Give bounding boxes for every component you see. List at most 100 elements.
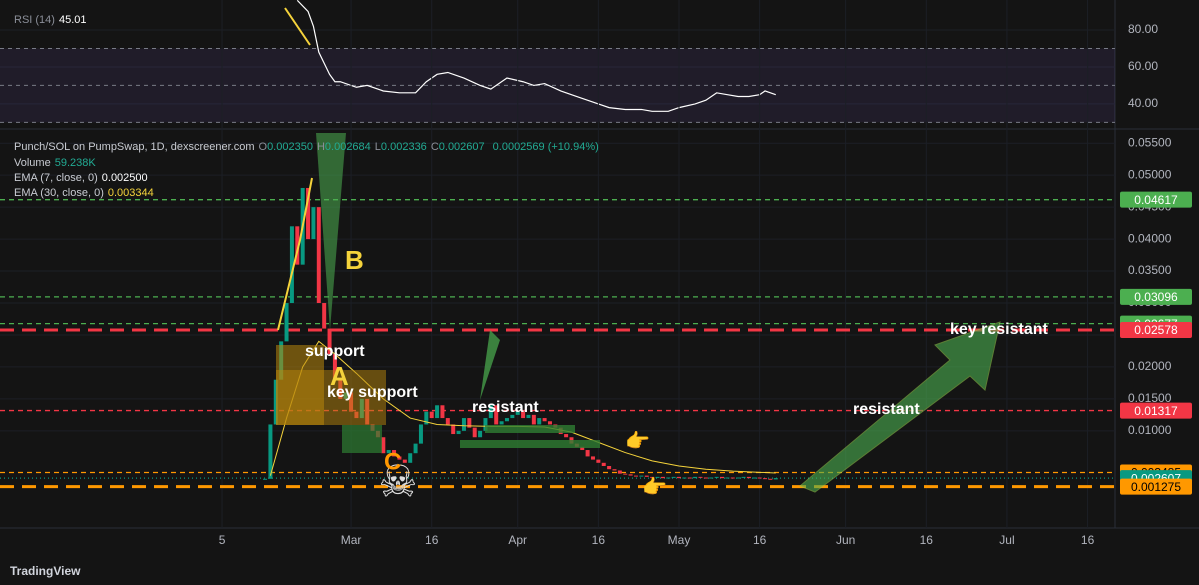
- ohlc: O0.002350 H0.002684 L0.002336 C0.002607: [259, 141, 489, 153]
- candle: [435, 405, 440, 419]
- candle: [424, 411, 429, 425]
- candle: [413, 443, 418, 454]
- annotation: resistant: [853, 401, 920, 418]
- x-tick-label: 16: [753, 533, 767, 547]
- ema-value: 0.002500: [101, 172, 148, 184]
- price-label-box: [1120, 402, 1192, 419]
- candle: [763, 478, 768, 480]
- y-tick-label: 0.01500: [1128, 391, 1172, 405]
- zone: [460, 440, 600, 448]
- price-label: 0.03096: [1134, 290, 1178, 304]
- ohlc-key: L: [374, 141, 381, 153]
- candle: [666, 477, 671, 479]
- candle: [580, 446, 585, 451]
- candle: [612, 469, 617, 471]
- candle: [687, 477, 692, 479]
- candle: [327, 328, 332, 355]
- candle: [472, 427, 477, 438]
- ohlc-value: 0.002336: [380, 141, 427, 153]
- y-tick-label: 0.01000: [1128, 423, 1172, 437]
- arrow-drawing: [799, 321, 1001, 493]
- y-tick-label: 0.05000: [1128, 167, 1172, 181]
- x-tick-label: 16: [592, 533, 606, 547]
- candle: [725, 477, 730, 479]
- annotation: A: [330, 361, 349, 391]
- hand-icon: 👉: [642, 475, 667, 498]
- symbol: Punch/SOL on PumpSwap, 1D, dexscreener.c…: [14, 141, 255, 153]
- candle: [633, 475, 638, 477]
- annotation: C: [384, 448, 401, 475]
- volume-value: 59.238K: [54, 157, 96, 169]
- candle: [478, 430, 483, 438]
- candle: [483, 418, 488, 431]
- candle: [316, 207, 321, 304]
- annotation: resistant: [472, 399, 539, 416]
- x-tick-label: Mar: [341, 533, 362, 547]
- candle: [515, 411, 520, 415]
- zone: [485, 425, 575, 433]
- candle: [526, 414, 531, 419]
- candle: [564, 434, 569, 438]
- candle: [510, 414, 515, 419]
- arrow-drawing: [316, 133, 346, 330]
- symbol-legend: Punch/SOL on PumpSwap, 1D, dexscreener.c…: [14, 141, 603, 153]
- volume-label: Volume: [14, 157, 51, 169]
- change: 0.0002569 (+10.94%): [492, 141, 599, 153]
- candle: [542, 418, 547, 422]
- candle: [752, 477, 757, 479]
- y-tick-label: 40.00: [1128, 96, 1158, 110]
- price-label: 0.04617: [1134, 193, 1178, 207]
- arrow-drawing: [480, 330, 500, 400]
- candle: [596, 459, 601, 463]
- y-tick-label: 60.00: [1128, 59, 1158, 73]
- annotation: key support: [327, 384, 418, 401]
- drawings: ☠ 👉 👉: [276, 7, 1001, 507]
- candle: [607, 466, 612, 470]
- x-tick-label: Jun: [836, 533, 855, 547]
- candle: [268, 424, 273, 479]
- price-label: 0.001275: [1131, 480, 1181, 494]
- trend-line: [277, 177, 313, 331]
- candle: [709, 477, 714, 479]
- rsi-label: RSI (14): [14, 14, 55, 26]
- zone: [276, 370, 386, 425]
- y-tick-label: 0.04000: [1128, 231, 1172, 245]
- candle: [660, 476, 665, 479]
- ema-value: 0.003344: [107, 187, 154, 199]
- ohlc-key: H: [316, 141, 325, 153]
- candle: [655, 476, 660, 478]
- price-label: 0.02578: [1134, 323, 1178, 337]
- candle: [322, 303, 327, 329]
- candle: [676, 476, 681, 479]
- candle: [381, 437, 386, 454]
- ohlc-value: 0.002350: [267, 141, 313, 153]
- candle: [698, 476, 703, 478]
- y-tick-label: 0.05500: [1128, 135, 1172, 149]
- candle: [440, 405, 445, 419]
- candle: [408, 453, 413, 463]
- candle: [757, 477, 762, 479]
- candle: [402, 459, 407, 463]
- candle: [730, 477, 735, 479]
- candle: [397, 456, 402, 460]
- x-tick-label: 5: [219, 533, 226, 547]
- candle: [537, 418, 542, 425]
- price-label-box: [1120, 478, 1192, 495]
- price-label-box: [1120, 191, 1192, 208]
- candle: [671, 476, 676, 478]
- volume-legend: Volume 59.238K: [14, 157, 100, 169]
- candle: [311, 207, 316, 240]
- annotation: key resistant: [950, 321, 1049, 338]
- candle: [306, 187, 311, 240]
- annotation: B: [345, 245, 364, 275]
- candle: [617, 470, 622, 474]
- candle: [623, 473, 628, 475]
- candle: [768, 478, 773, 480]
- ema-label: EMA (30, close, 0): [14, 187, 104, 199]
- rsi-line: [296, 0, 776, 112]
- x-tick-label: 16: [425, 533, 439, 547]
- candle: [547, 421, 552, 425]
- rsi-value: 45.01: [58, 14, 87, 26]
